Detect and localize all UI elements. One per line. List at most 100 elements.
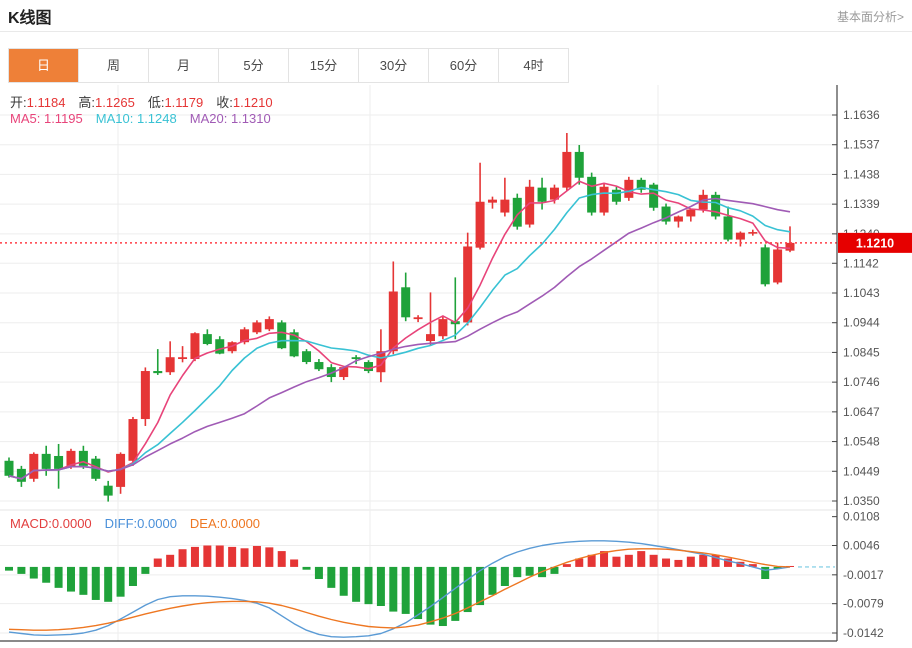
macd-bar <box>562 564 571 567</box>
y-axis-label: 1.1636 <box>843 108 880 122</box>
y-axis-label: 1.1043 <box>843 286 880 300</box>
high-value: 1.1265 <box>95 95 135 110</box>
macd-value: 0.0000 <box>51 516 92 531</box>
macd-bar <box>761 566 770 580</box>
candle-body <box>487 199 497 203</box>
macd-bar <box>339 566 348 596</box>
macd-bar <box>153 558 162 567</box>
candle-body <box>103 485 113 496</box>
macd-bar <box>290 559 299 567</box>
macd-bar <box>190 546 199 567</box>
candle-body <box>549 187 559 200</box>
macd-bar <box>66 566 75 592</box>
candle-body <box>29 453 39 479</box>
macd-bar <box>104 566 113 602</box>
macd-bar <box>686 556 695 567</box>
macd-bar <box>42 566 51 583</box>
candle-body <box>326 367 336 378</box>
y-axis-label: 0.0108 <box>843 510 880 524</box>
macd-bar <box>575 558 584 567</box>
candle-body <box>215 339 225 354</box>
macd-bar <box>463 566 472 613</box>
candle-body <box>413 317 423 320</box>
y-axis-label: 1.1339 <box>843 197 880 211</box>
macd-bar <box>116 566 125 597</box>
candle-body <box>760 247 770 285</box>
tab-30min[interactable]: 30分 <box>359 49 429 82</box>
price-tag <box>838 232 912 253</box>
y-axis-label: 1.0647 <box>843 405 880 419</box>
tab-60min[interactable]: 60分 <box>429 49 499 82</box>
candle-body <box>661 206 671 222</box>
candle-body <box>500 199 510 213</box>
macd-bar <box>711 554 720 567</box>
tab-5min[interactable]: 5分 <box>219 49 289 82</box>
candle-body <box>178 357 188 360</box>
y-axis-label: 1.0944 <box>843 316 880 330</box>
y-axis-label: -0.0017 <box>843 568 884 582</box>
macd-bar <box>724 558 733 567</box>
y-axis-label: 1.0746 <box>843 375 880 389</box>
macd-row: MACD:0.0000 DIFF:0.0000 DEA:0.0000 <box>10 516 260 531</box>
candle-body <box>240 329 250 343</box>
macd-bar <box>401 566 410 614</box>
candle-body <box>202 334 212 345</box>
candle-body <box>711 194 721 217</box>
candle-body <box>425 334 435 342</box>
tab-week[interactable]: 周 <box>79 49 149 82</box>
macd-bar <box>550 566 559 574</box>
y-axis-label: 0.0046 <box>843 539 880 553</box>
fundamental-analysis-link[interactable]: 基本面分析> <box>836 10 904 24</box>
candle-body <box>277 322 287 349</box>
macd-bar <box>748 564 757 567</box>
candle-body <box>140 371 150 420</box>
ma10-value: 1.1248 <box>136 111 177 126</box>
macd-bar <box>29 566 38 579</box>
candle-body <box>773 249 783 283</box>
macd-bar <box>240 548 249 567</box>
candle-body <box>562 151 572 188</box>
macd-bar <box>277 551 286 567</box>
macd-bar <box>674 559 683 567</box>
candle-body <box>78 450 88 466</box>
macd-bar <box>624 554 633 567</box>
macd-bar <box>302 566 311 570</box>
macd-bar <box>525 566 534 576</box>
macd-bar <box>364 566 373 605</box>
diff-value: 0.0000 <box>137 516 177 531</box>
ma-row: MA5: 1.1195 MA10: 1.1248 MA20: 1.1310 <box>10 111 271 126</box>
candle-body <box>785 242 795 251</box>
y-axis-label: 1.1142 <box>843 256 879 270</box>
macd-bar <box>662 558 671 567</box>
macd-bar <box>637 551 646 567</box>
y-axis-label: 1.0449 <box>843 464 880 478</box>
candle-body <box>264 319 274 330</box>
macd-bar <box>252 545 261 567</box>
tab-4hour[interactable]: 4时 <box>499 49 568 82</box>
high-label: 高: <box>78 95 96 110</box>
macd-bar <box>203 545 212 567</box>
macd-bar <box>228 546 237 567</box>
tab-month[interactable]: 月 <box>149 49 219 82</box>
candle-body <box>153 371 163 374</box>
tab-day[interactable]: 日 <box>9 49 79 82</box>
macd-bar <box>414 566 423 620</box>
candle-body <box>388 291 398 352</box>
candle-body <box>364 362 374 372</box>
ma20-line <box>8 197 791 480</box>
candle-body <box>116 453 126 487</box>
macd-bar <box>79 566 88 595</box>
ma20-value: 1.1310 <box>230 111 271 126</box>
candle-body <box>574 151 584 178</box>
y-axis-label: 1.0548 <box>843 435 880 449</box>
candle-body <box>673 216 683 222</box>
macd-bar <box>141 566 150 574</box>
ma10-line <box>8 186 791 480</box>
macd-bar <box>426 566 435 625</box>
low-label: 低: <box>147 95 165 110</box>
macd-bar <box>600 551 609 567</box>
tab-15min[interactable]: 15分 <box>289 49 359 82</box>
candle-body <box>401 287 411 318</box>
macd-bar <box>17 566 26 574</box>
